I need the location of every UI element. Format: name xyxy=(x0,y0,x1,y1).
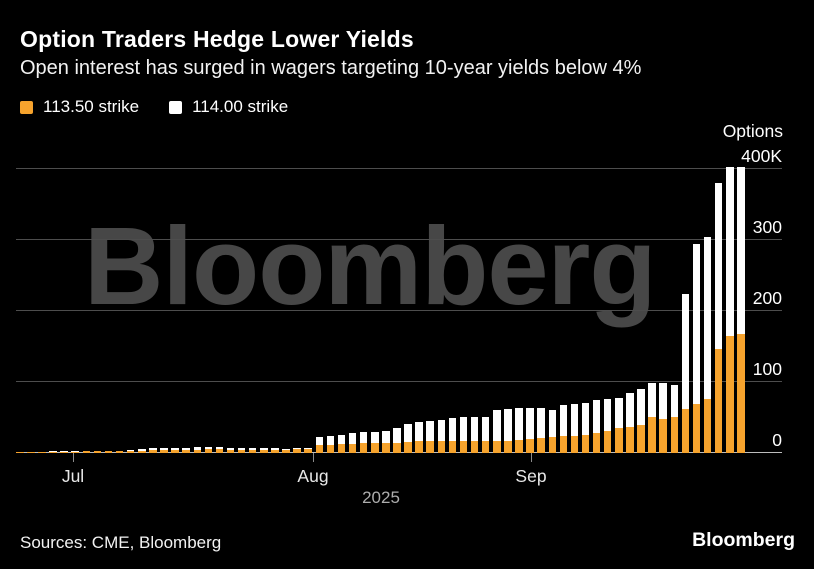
x-tick-aug xyxy=(313,453,314,462)
x-tick-sep xyxy=(531,453,532,462)
x-tick-label-aug: Aug xyxy=(273,466,353,487)
sources-text: Sources: CME, Bloomberg xyxy=(20,533,221,553)
x-tick-label-sep: Sep xyxy=(491,466,571,487)
x-axis-year-label: 2025 xyxy=(16,488,746,508)
x-tick-jul xyxy=(73,453,74,462)
bloomberg-chart: Option Traders Hedge Lower Yields Open i… xyxy=(0,0,814,569)
x-tick-label-jul: Jul xyxy=(33,466,113,487)
bloomberg-logo: Bloomberg xyxy=(692,529,795,552)
x-axis: Jul Aug Sep xyxy=(0,0,814,569)
